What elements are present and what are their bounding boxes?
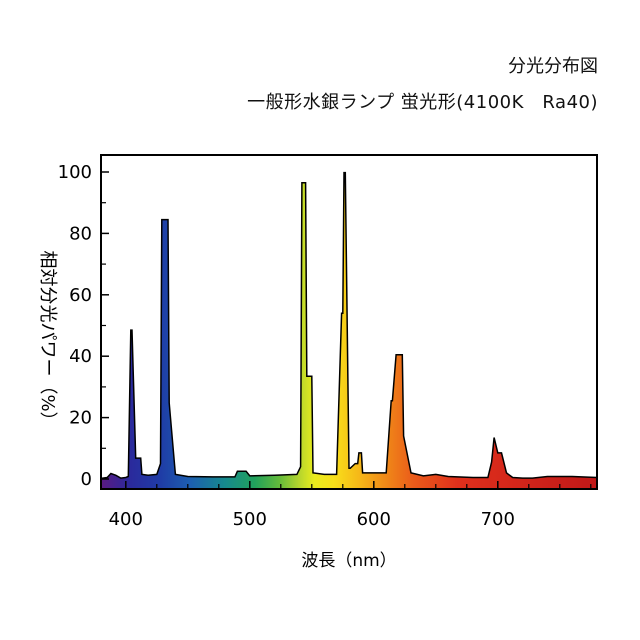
y-axis-label-text: 相対分光パワー（%） xyxy=(37,250,58,429)
x-axis: 400 500 600 700 xyxy=(109,481,592,530)
y-tick-label: 80 xyxy=(69,223,92,244)
y-axis-label: 相対分光パワー（%） xyxy=(37,250,58,429)
plot-frame xyxy=(100,154,598,490)
y-tick-label: 60 xyxy=(69,285,92,306)
x-tick-label: 500 xyxy=(233,509,267,530)
y-tick-label: 100 xyxy=(58,162,92,183)
chart-title: 分光分布図 xyxy=(508,56,598,77)
plot-area: 0 20 40 60 80 100 400 500 600 700 xyxy=(58,154,598,530)
y-axis: 0 20 40 60 80 100 xyxy=(58,162,109,490)
y-tick-label: 0 xyxy=(81,469,92,490)
x-tick-label: 600 xyxy=(357,509,391,530)
x-tick-label: 400 xyxy=(109,509,143,530)
y-tick-label: 20 xyxy=(69,408,92,429)
x-axis-label: 波長（nm） xyxy=(301,551,396,571)
series-area xyxy=(101,171,597,489)
x-tick-label: 700 xyxy=(481,509,515,530)
chart-subtitle: 一般形水銀ランプ 蛍光形(4100K Ra40) xyxy=(247,92,598,113)
y-tick-label: 40 xyxy=(69,346,92,367)
